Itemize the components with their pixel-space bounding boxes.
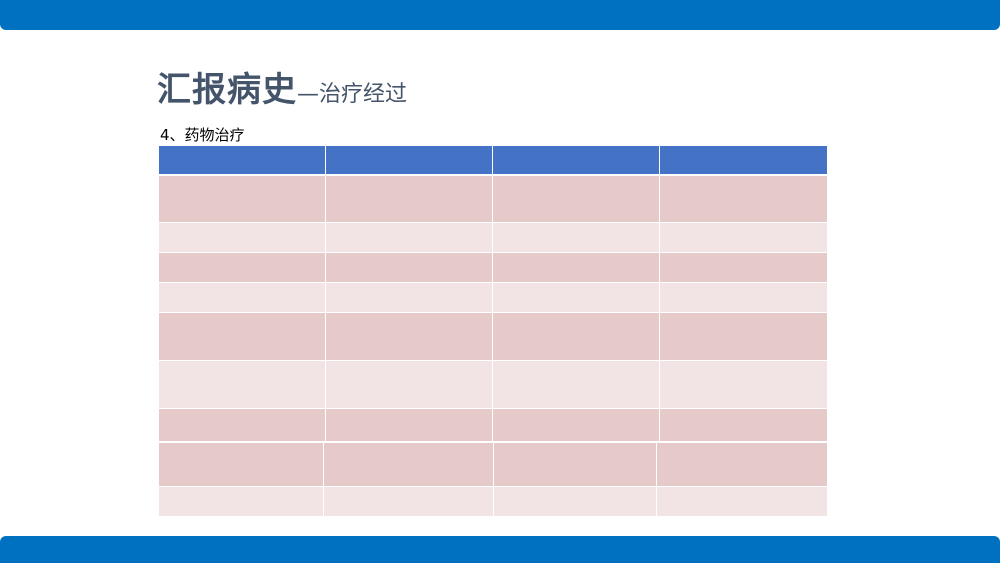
table-cell bbox=[159, 361, 325, 408]
table-cell bbox=[657, 487, 827, 516]
table-cell bbox=[159, 313, 325, 360]
table-cell bbox=[159, 443, 323, 486]
table-cell bbox=[493, 253, 659, 282]
table-cell bbox=[159, 283, 325, 312]
top-band bbox=[0, 0, 1000, 30]
table-cell bbox=[660, 176, 827, 222]
table-cell bbox=[660, 409, 827, 441]
table-header-cell bbox=[159, 146, 325, 174]
table-cell bbox=[326, 176, 492, 222]
table-header-cell bbox=[493, 146, 659, 174]
table-cell bbox=[493, 176, 659, 222]
title-main: 汇报病史 bbox=[157, 70, 297, 110]
section-label: 4、药物治疗 bbox=[160, 126, 245, 144]
table-cell bbox=[493, 361, 659, 408]
table-cell bbox=[660, 223, 827, 252]
table-cell bbox=[159, 487, 323, 516]
table-cell bbox=[326, 253, 492, 282]
table-cell bbox=[494, 487, 656, 516]
table-cell bbox=[657, 443, 827, 486]
table-cell bbox=[493, 409, 659, 441]
table-cell bbox=[326, 283, 492, 312]
table-cell bbox=[493, 313, 659, 360]
table-cell bbox=[159, 253, 325, 282]
table-cell bbox=[159, 176, 325, 222]
table-cell bbox=[159, 409, 325, 441]
table-cell bbox=[324, 443, 493, 486]
title-sub: —治疗经过 bbox=[297, 82, 408, 107]
table-header-cell bbox=[660, 146, 827, 174]
table-cell bbox=[324, 487, 493, 516]
table-cell bbox=[493, 283, 659, 312]
table-cell bbox=[660, 361, 827, 408]
table-cell bbox=[494, 443, 656, 486]
table-cell bbox=[493, 223, 659, 252]
table-cell bbox=[660, 253, 827, 282]
table-cell bbox=[660, 313, 827, 360]
table-cell bbox=[326, 361, 492, 408]
table-cell bbox=[159, 223, 325, 252]
table-cell bbox=[326, 409, 492, 441]
table-header-cell bbox=[326, 146, 492, 174]
table-cell bbox=[326, 223, 492, 252]
table-cell bbox=[326, 313, 492, 360]
slide-title: 汇报病史—治疗经过 bbox=[157, 62, 407, 111]
table-cell bbox=[660, 283, 827, 312]
bottom-band bbox=[0, 536, 1000, 563]
